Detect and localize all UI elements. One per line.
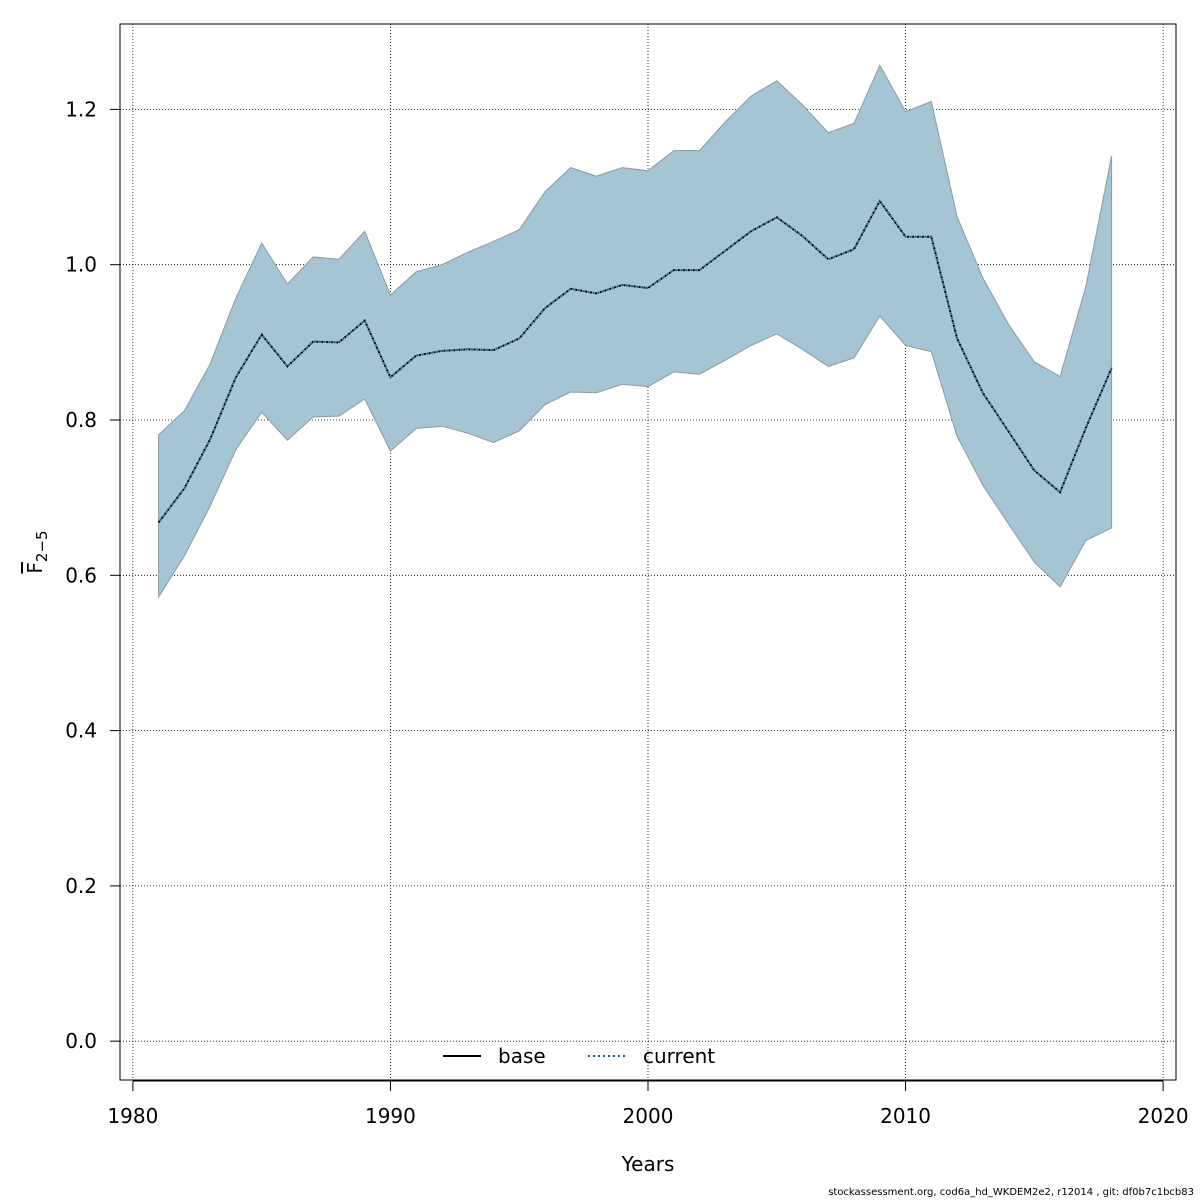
footer-credit: stockassessment.org, cod6a_hd_WKDEM2e2, …	[828, 1187, 1194, 1198]
y-tick-label-0.6: 0.6	[65, 563, 97, 587]
y-tick-label-1.0: 1.0	[65, 253, 97, 277]
grid-lines	[120, 24, 1176, 1080]
x-tick-label-2020: 2020	[1138, 1104, 1189, 1128]
y-tick-label-0.0: 0.0	[65, 1029, 97, 1053]
x-tick-label-1980: 1980	[107, 1104, 158, 1128]
y-tick-label-1.2: 1.2	[65, 97, 97, 121]
y-axis-title: F2−5	[23, 530, 51, 573]
series-line-base	[157, 199, 1113, 524]
y-axis-title-sub: 2−5	[33, 530, 51, 562]
svg-text:F2−5: F2−5	[23, 530, 51, 573]
x-tick-label-2010: 2010	[880, 1104, 931, 1128]
y-tick-label-0.4: 0.4	[65, 719, 97, 743]
y-axis: 0.0 0.2 0.4 0.6 0.8 1.0 1.2	[65, 97, 121, 1053]
y-tick-label-0.2: 0.2	[65, 874, 97, 898]
legend-label-current: current	[643, 1044, 715, 1068]
y-tick-label-0.8: 0.8	[65, 408, 97, 432]
x-axis-title: Years	[621, 1152, 675, 1176]
x-axis: 1980 1990 2000 2010 2020	[107, 1080, 1189, 1128]
x-tick-label-2000: 2000	[623, 1104, 674, 1128]
legend: base current	[443, 1044, 715, 1068]
confidence-band	[158, 64, 1113, 599]
x-tick-label-1990: 1990	[365, 1104, 416, 1128]
legend-label-base: base	[498, 1044, 546, 1068]
y-axis-title-main: F	[23, 562, 47, 574]
